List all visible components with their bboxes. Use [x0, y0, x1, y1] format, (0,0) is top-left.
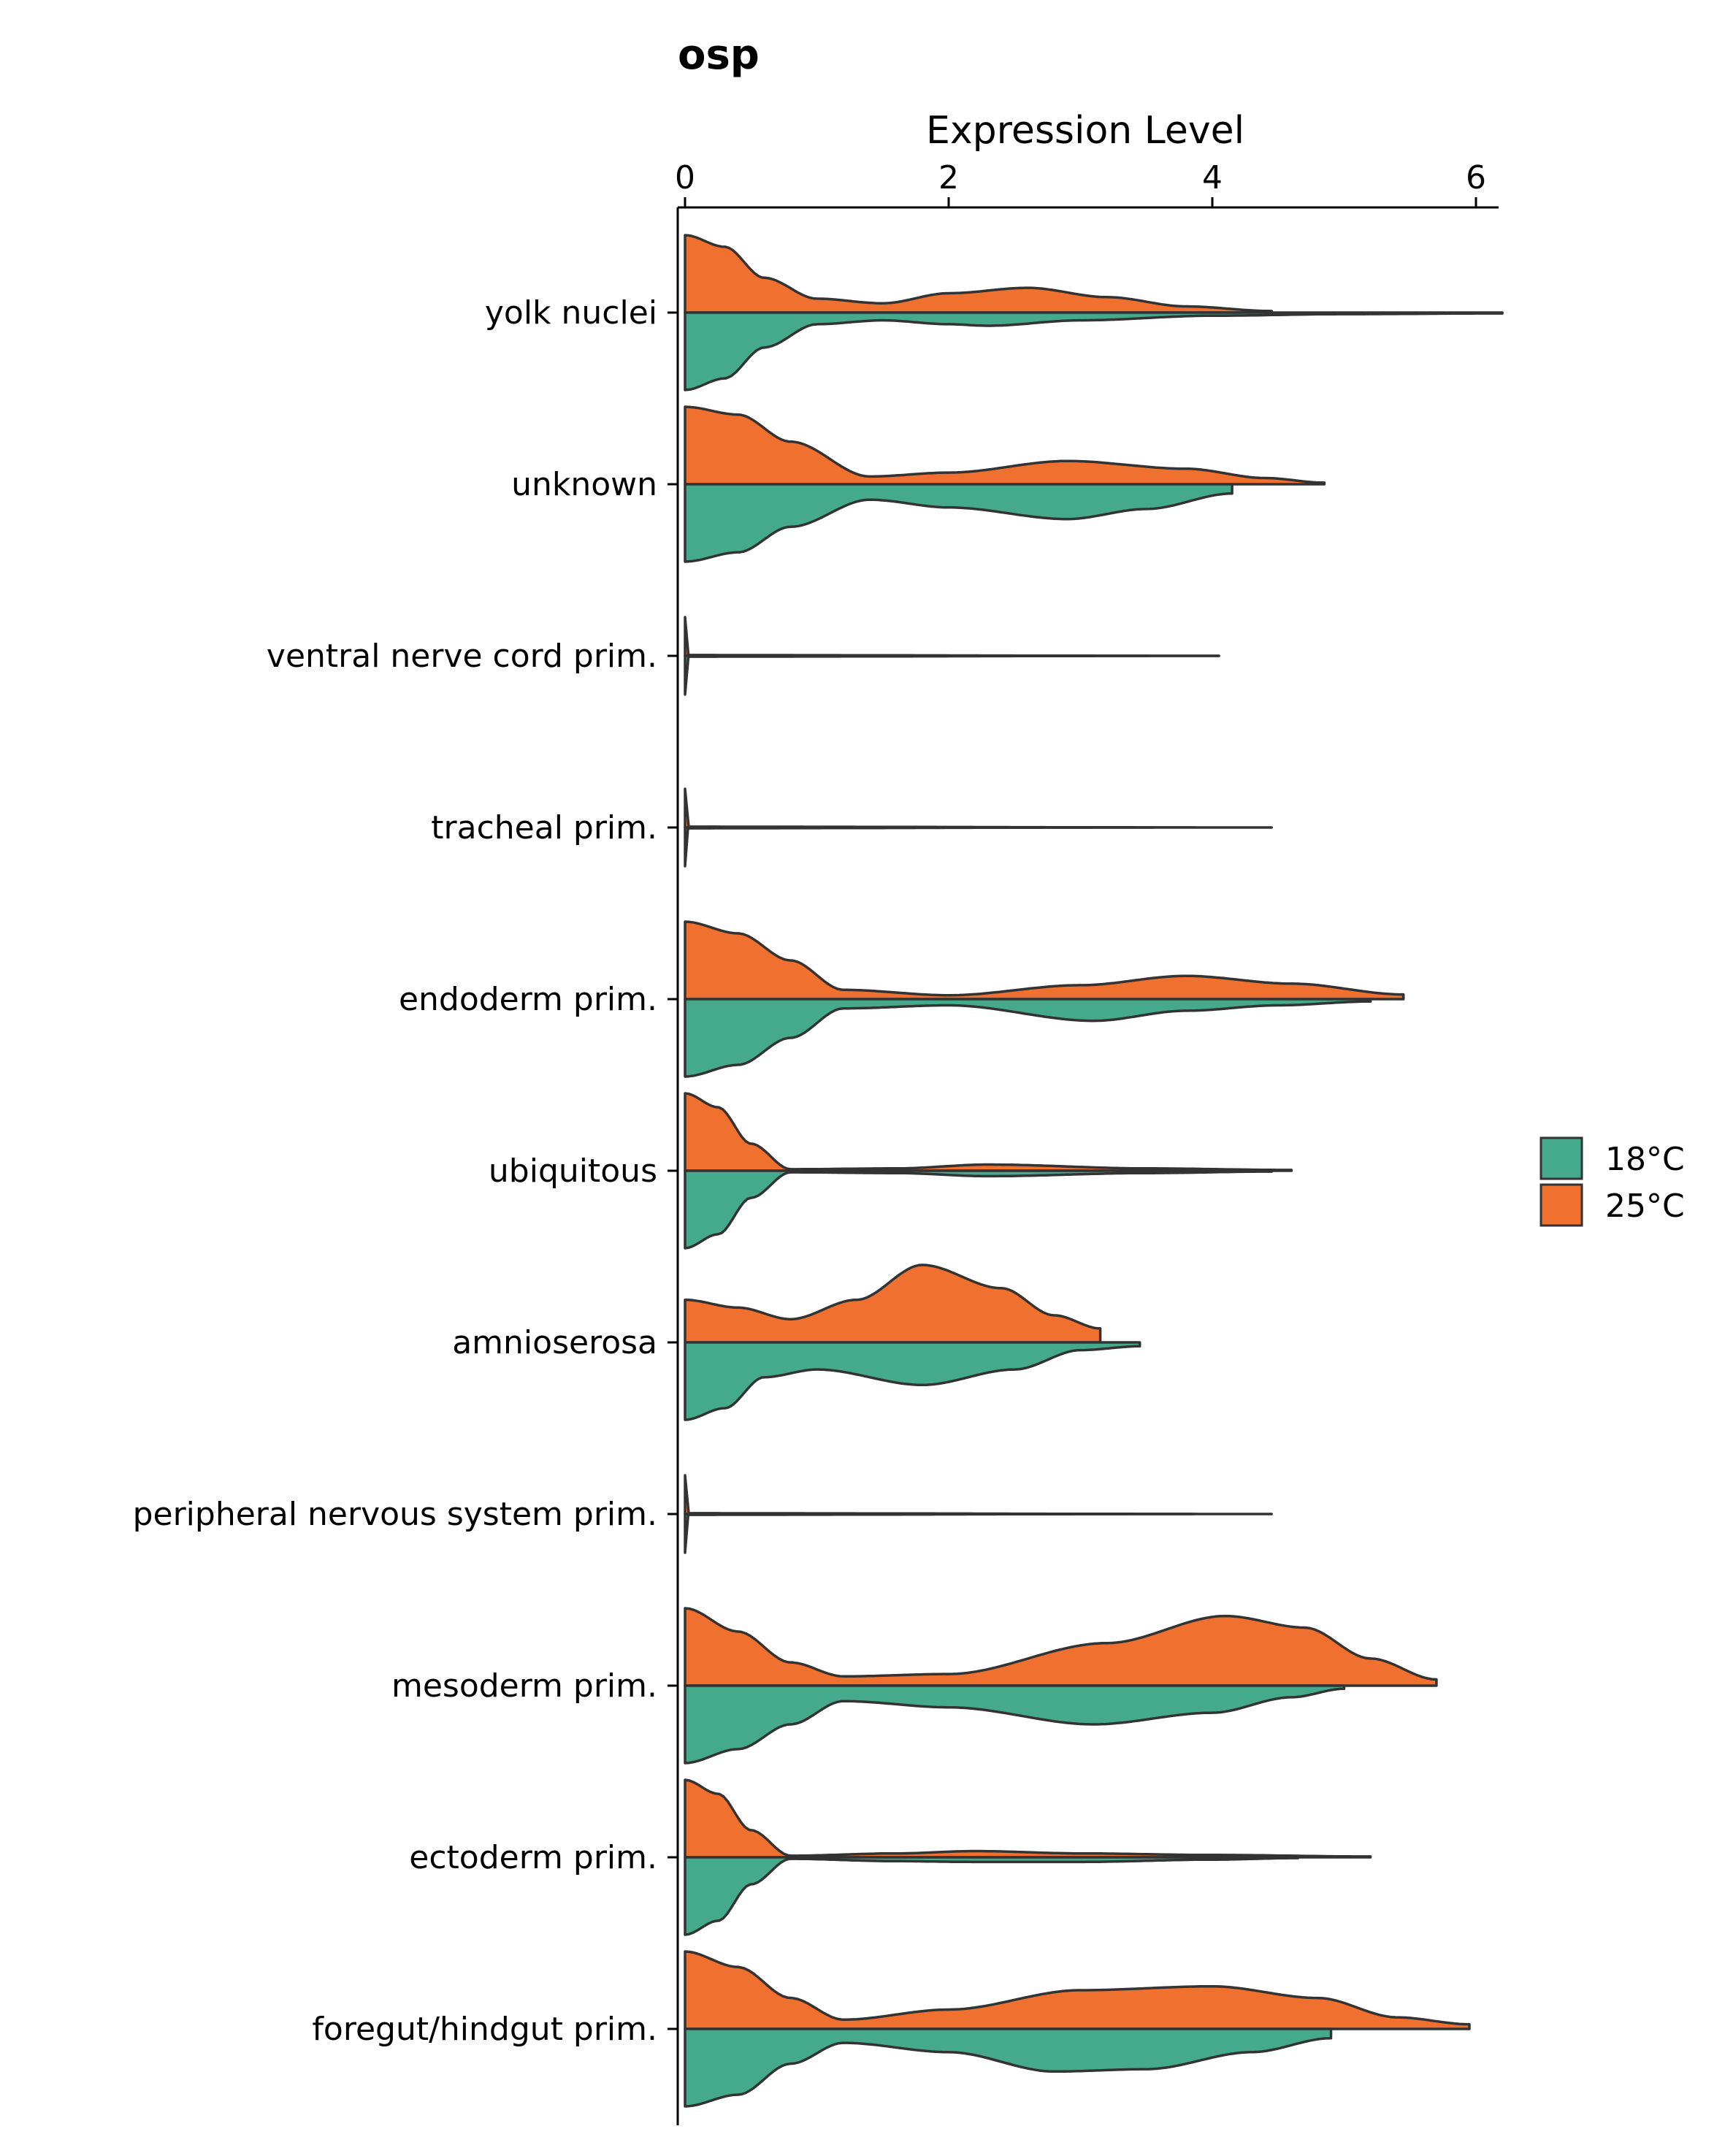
violin-25c: [684, 920, 1405, 1001]
violin-18c: [684, 1684, 1346, 1765]
violin-25c: [684, 234, 1273, 314]
violin-25c: [684, 1264, 1102, 1344]
x-tick-label: 2: [938, 159, 959, 196]
violin-18c: [684, 1513, 1194, 1554]
legend-swatch: [1540, 1136, 1583, 1180]
violin-25c: [684, 1092, 1293, 1172]
y-tick-label: ectoderm prim.: [409, 1839, 657, 1876]
violin-18c: [684, 654, 1220, 696]
x-tick-label: 4: [1202, 159, 1223, 196]
y-tick-label: amnioserosa: [452, 1324, 657, 1361]
violin-18c: [684, 1856, 1300, 1936]
y-tick-label: ubiquitous: [489, 1152, 657, 1190]
violin-18c: [684, 826, 1155, 868]
violin-25c: [684, 405, 1326, 486]
x-tick-label: 6: [1466, 159, 1486, 196]
y-tick-label: foregut/hindgut prim.: [312, 2011, 657, 2048]
x-tick-label: 0: [675, 159, 695, 196]
y-tick-label: ventral nerve cord prim.: [267, 638, 657, 675]
axes: 0 2 4 6 yolk nuclei unknown ventral nerve cord…: [133, 159, 1499, 2125]
y-tick-label: unknown: [511, 466, 657, 503]
legend: 18°C 25°C: [1540, 1136, 1685, 1227]
legend-label: 25°C: [1605, 1188, 1685, 1225]
violin-25c: [684, 1607, 1438, 1687]
y-tick-label: yolk nuclei: [485, 294, 657, 332]
y-tick-label: endoderm prim.: [399, 981, 657, 1018]
y-tick-label: tracheal prim.: [431, 809, 657, 846]
y-tick-label: peripheral nervous system prim.: [133, 1496, 657, 1533]
violin-25c: [684, 787, 1273, 829]
violin-18c: [684, 311, 1504, 391]
violins: [684, 234, 1504, 2108]
violin-18c: [684, 483, 1233, 563]
violin-18c: [684, 1341, 1141, 1421]
violin-25c: [684, 1778, 1372, 1859]
legend-label: 18°C: [1605, 1141, 1685, 1178]
violin-25c: [684, 1474, 1273, 1515]
y-tick-label: mesoderm prim.: [391, 1667, 657, 1705]
violin-18c: [684, 1169, 1273, 1250]
violin-25c: [684, 1950, 1471, 2030]
violin-18c: [684, 2027, 1333, 2108]
x-axis-title: Expression Level: [926, 109, 1244, 153]
violin-25c: [684, 616, 1220, 657]
chart-title: osp: [678, 31, 760, 79]
legend-swatch: [1540, 1183, 1583, 1227]
violin-18c: [684, 998, 1372, 1078]
